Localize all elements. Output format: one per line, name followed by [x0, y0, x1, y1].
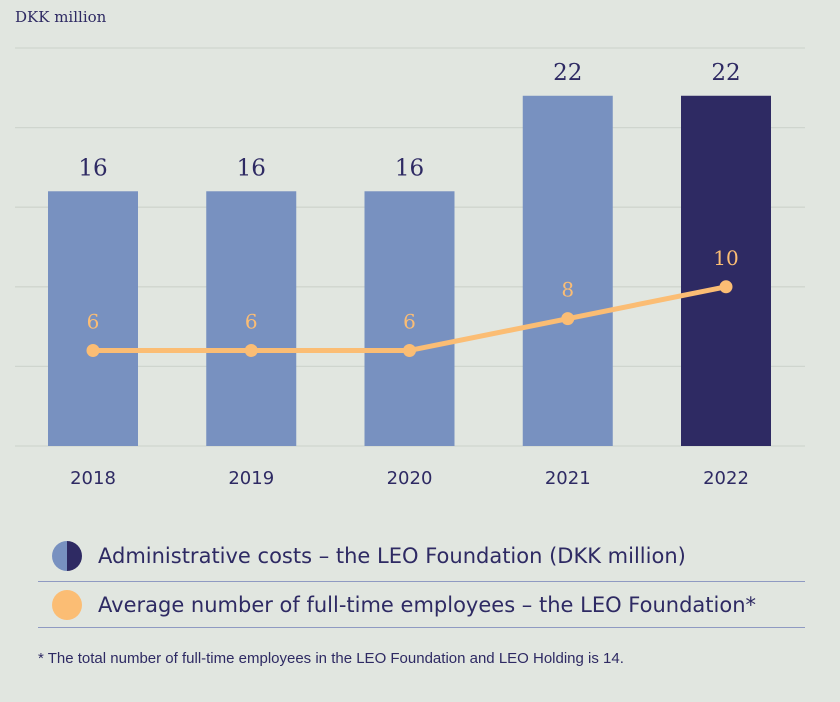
- employee-value-label: 6: [87, 309, 100, 333]
- bar-value-label: 22: [553, 60, 582, 86]
- employee-value-label: 6: [403, 309, 416, 333]
- x-tick-labels: 2018 2019 2020 2021 2022: [70, 468, 749, 489]
- bar-value-labels: 16 16 16 22 22: [78, 60, 740, 182]
- y-unit-label: DKK million: [15, 8, 107, 26]
- employee-value-label: 6: [245, 309, 258, 333]
- employee-point: [561, 312, 575, 326]
- x-tick-label: 2022: [703, 468, 749, 489]
- bar-2022: [681, 95, 771, 446]
- bar-2020: [364, 191, 455, 446]
- employee-point: [719, 280, 733, 294]
- x-tick-label: 2020: [387, 468, 433, 489]
- legend-label-admin-costs: Administrative costs – the LEO Foundatio…: [98, 543, 686, 568]
- employee-point: [86, 343, 100, 357]
- bar-value-label: 22: [711, 60, 740, 86]
- footnote: * The total number of full-time employee…: [38, 650, 624, 667]
- bar-2021: [522, 95, 613, 446]
- employee-line: 6 6 6 8 10: [86, 246, 739, 357]
- legend-item-employees: Average number of full-time employees – …: [38, 582, 805, 628]
- x-tick-label: 2018: [70, 468, 116, 489]
- bar-2018: [48, 191, 138, 446]
- legend-item-admin-costs: Administrative costs – the LEO Foundatio…: [38, 530, 805, 582]
- legend: Administrative costs – the LEO Foundatio…: [38, 530, 805, 628]
- employee-value-label: 10: [713, 246, 738, 270]
- orange-circle-icon: [52, 589, 82, 620]
- chart-area: 16 16 16 22 22 6 6 6 8 10 2018 2019 2020 2021 2022: [15, 47, 805, 489]
- bar-value-label: 16: [237, 155, 266, 181]
- bars: [48, 95, 771, 446]
- legend-label-employees: Average number of full-time employees – …: [98, 592, 757, 617]
- employee-point: [403, 343, 416, 357]
- bar-value-label: 16: [395, 155, 424, 181]
- x-tick-label: 2021: [545, 468, 591, 489]
- half-circle-icon: [52, 540, 82, 571]
- employee-value-label: 8: [561, 278, 574, 302]
- bar-value-label: 16: [78, 155, 107, 181]
- bar-2019: [206, 191, 297, 446]
- x-tick-label: 2019: [228, 468, 274, 489]
- employee-point: [244, 343, 258, 357]
